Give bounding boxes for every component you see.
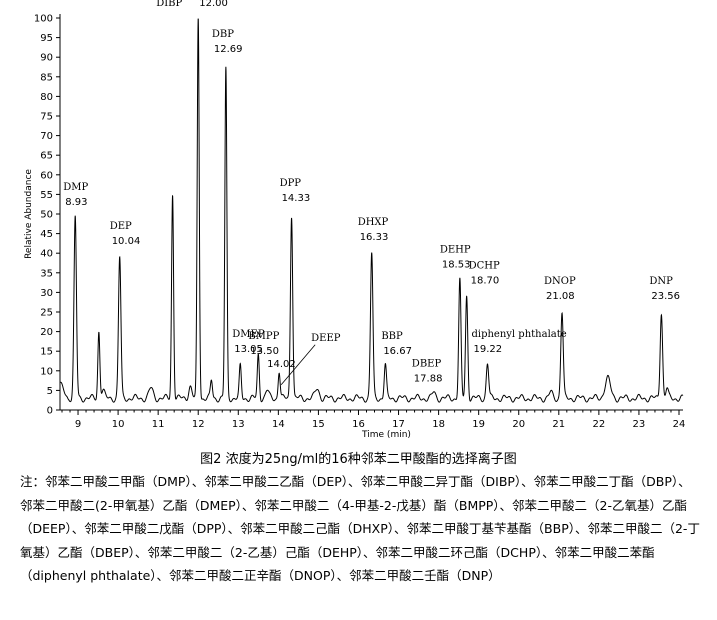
x-tick-label: 19 [472, 419, 485, 430]
x-tick-label: 10 [112, 419, 125, 430]
y-tick-label: 85 [40, 72, 53, 83]
figure-caption: 图2 浓度为25ng/ml的16种邻苯二甲酸酯的选择离子图 [200, 452, 517, 467]
y-tick-label: 40 [40, 249, 53, 260]
peak-name-label: DPP [280, 178, 302, 189]
peak-rt-label: 18.53 [442, 260, 471, 271]
peak-labels: DMP 8.93 DEP 10.04 DIBP 12.00 DBP 12.69 DMEP 13.0… [63, 0, 680, 386]
y-tick-label: 60 [40, 170, 53, 181]
figure-note-text: 注：邻苯二甲酸二甲酯（DMP）、邻苯二甲酸二乙酯（DEP）、邻苯二甲酸二异丁酯（… [20, 474, 700, 583]
peak-name-label: DCHP [469, 260, 500, 271]
peak-name-label: BMPP [248, 331, 279, 342]
x-axis-label: Time (min) [361, 430, 411, 440]
x-tick-label: 23 [633, 419, 646, 430]
y-tick-label: 50 [40, 210, 53, 221]
peak-name-label: DMP [63, 182, 88, 193]
x-tick-label: 14 [272, 419, 285, 430]
x-tick-label: 22 [592, 419, 605, 430]
y-tick-label: 20 [40, 327, 53, 338]
peak-name-label: DEP [110, 221, 132, 232]
y-tick-label: 95 [40, 33, 53, 44]
peak-rt-label: 21.08 [546, 291, 575, 302]
peak-rt-label: 23.56 [651, 291, 680, 302]
x-tick-label: 12 [192, 419, 205, 430]
y-tick-label: 65 [40, 151, 53, 162]
x-tick-label: 11 [152, 419, 165, 430]
peak-rt-label: 14.02 [267, 359, 296, 370]
peak-name-label: diphenyl phthalate [471, 329, 566, 340]
peak-rt-label: 12.69 [214, 44, 243, 55]
y-tick-label: 35 [40, 268, 53, 279]
peak-rt-label: 17.88 [414, 373, 443, 384]
y-tick-label: 15 [40, 347, 53, 358]
chromatogram-chart: 0 5 10 15 20 25 30 35 40 45 50 55 60 65 70 75 80 85 90 95 10… [24, 0, 685, 441]
y-tick-label: 0 [47, 406, 53, 417]
peak-rt-label: 16.33 [360, 232, 389, 243]
peak-rt-label: 18.70 [471, 275, 500, 286]
y-tick-label: 100 [34, 14, 53, 25]
figure-note: 注：邻苯二甲酸二甲酯（DMP）、邻苯二甲酸二乙酯（DEP）、邻苯二甲酸二异丁酯（… [20, 470, 700, 588]
y-tick-label: 80 [40, 92, 53, 103]
x-tick-label: 16 [352, 419, 365, 430]
peak-name-label: DIBP [156, 0, 182, 9]
peak-rt-label: 13.50 [250, 346, 279, 357]
y-tick-label: 25 [40, 308, 53, 319]
y-tick-label: 45 [40, 229, 53, 240]
peak-name-label: DBP [212, 29, 234, 40]
chromatogram-trace [59, 18, 684, 403]
x-tick-label: 15 [312, 419, 325, 430]
x-tick-label: 9 [75, 419, 81, 430]
chromatogram-trace-group [59, 18, 684, 403]
y-tick-label: 90 [40, 53, 53, 64]
y-tick-label: 55 [40, 190, 53, 201]
peak-name-label: DMEP [232, 329, 265, 340]
annotation-leader-line [280, 344, 316, 386]
peak-rt-label: 14.33 [282, 193, 311, 204]
peak-name-label: DBEP [412, 358, 442, 369]
y-tick-label: 70 [40, 131, 53, 142]
peak-rt-label: 19.22 [473, 344, 502, 355]
y-tick-label: 5 [47, 386, 53, 397]
x-tick-label: 21 [552, 419, 565, 430]
y-tick-label: 30 [40, 288, 53, 299]
x-tick-label: 17 [392, 419, 405, 430]
peak-rt-label: 12.00 [199, 0, 228, 9]
y-tick-label: 10 [40, 366, 53, 377]
peak-rt-label: 16.67 [383, 346, 412, 357]
peak-rt-label: 10.04 [112, 236, 141, 247]
x-tick-label: 20 [512, 419, 525, 430]
chart-axes: 0 5 10 15 20 25 30 35 40 45 50 55 60 65 70 75 80 85 90 95 10… [24, 14, 685, 441]
peak-rt-label: 8.93 [65, 197, 87, 208]
x-tick-label: 13 [232, 419, 245, 430]
x-tick-label: 24 [673, 419, 686, 430]
peak-name-label: DEEP [311, 333, 341, 344]
peak-name-label: DHXP [358, 217, 389, 228]
x-tick-label: 18 [432, 419, 445, 430]
y-tick-label: 75 [40, 112, 53, 123]
peak-name-label: BBP [381, 331, 403, 342]
peak-name-label: DNOP [544, 276, 576, 287]
peak-name-label: DNP [649, 276, 673, 287]
peak-name-label: DEHP [440, 245, 471, 256]
peak-rt-label: 13.05 [234, 344, 263, 355]
y-axis-label: Relative Abundance [24, 169, 34, 259]
